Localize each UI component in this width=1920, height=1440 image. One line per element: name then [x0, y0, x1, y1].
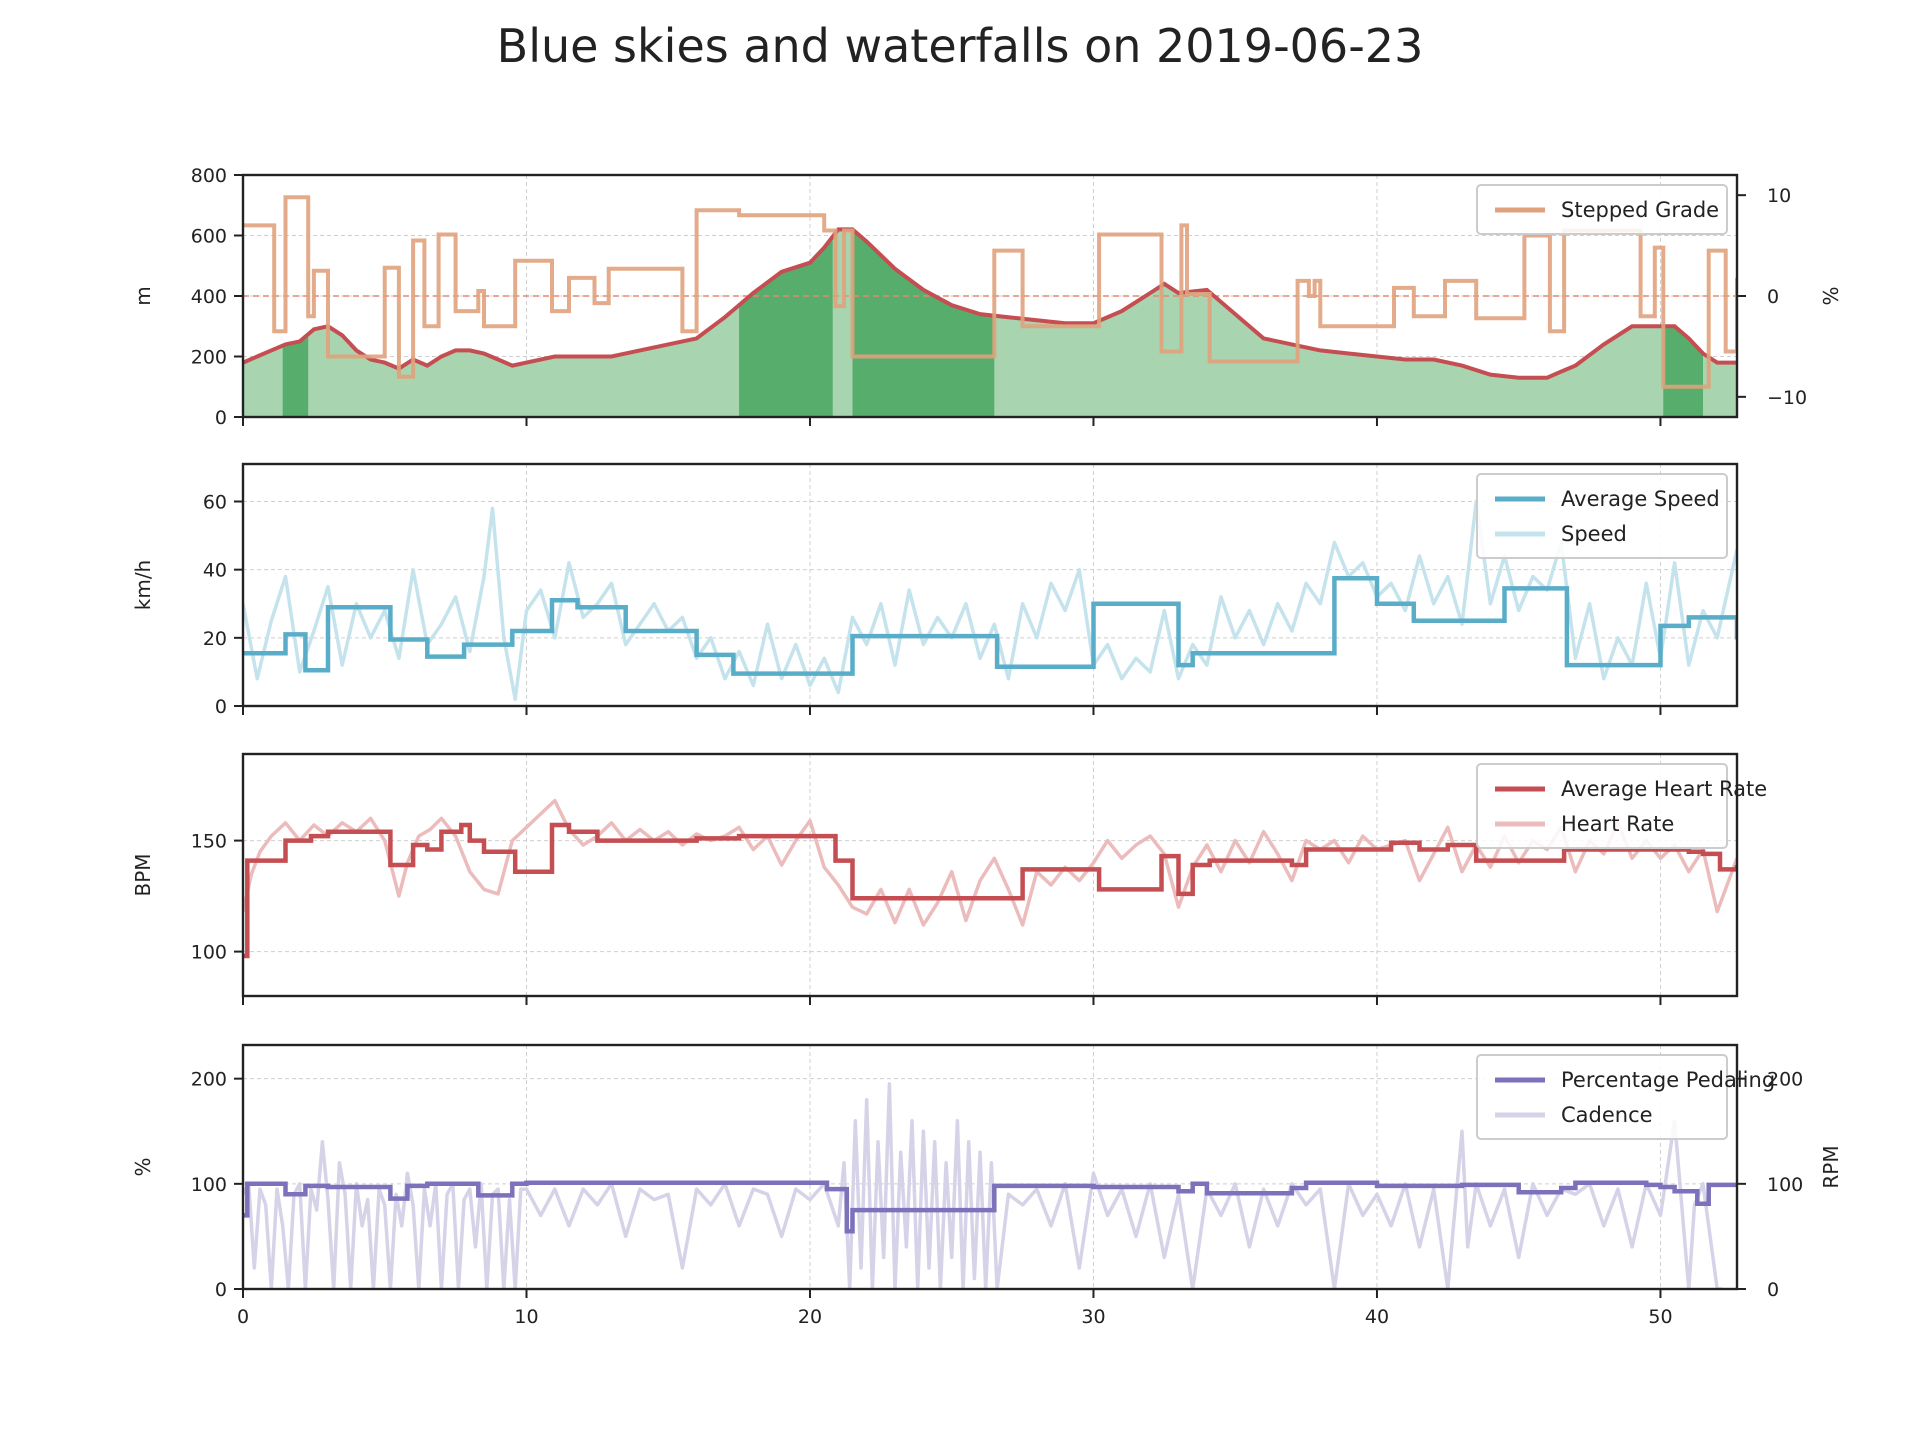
- y-tick-label: 0: [215, 696, 227, 718]
- y-tick-label: 40: [203, 560, 227, 582]
- stepped-grade-line: [243, 195, 1737, 389]
- average-heart-rate-line: [243, 822, 1737, 959]
- y-tick-label: 0: [215, 407, 227, 429]
- x-tick-label: 30: [1081, 1306, 1105, 1328]
- y2-tick-label: 200: [1767, 1069, 1803, 1091]
- legend-box: [1476, 763, 1728, 849]
- y-tick-label: 200: [191, 347, 227, 369]
- plot-frame: [241, 462, 1739, 708]
- legend-box: [1476, 1054, 1728, 1140]
- cadence-line: [243, 1082, 1723, 1289]
- y2-tick-label: 0: [1767, 286, 1779, 308]
- y-tick-label: 100: [191, 1174, 227, 1196]
- percentage-pedaling-line: [243, 1180, 1737, 1234]
- plot-frame: [241, 752, 1739, 998]
- legend-label: Heart Rate: [1561, 812, 1674, 836]
- legend-label: Percentage Pedaling: [1561, 1068, 1775, 1092]
- y-tick-label: 400: [191, 286, 227, 308]
- cadence-plot-body: [243, 1082, 1737, 1289]
- panel-heart-rate: 100 150 BPM Average Heart Rate Heart Rate: [131, 752, 1767, 1005]
- y-axis-label: km/h: [131, 560, 155, 610]
- y2-tick-label: 100: [1767, 1174, 1803, 1196]
- y-tick-label: 0: [215, 1279, 227, 1301]
- elevation-line: [243, 227, 1737, 380]
- y-tick-label: 60: [203, 491, 227, 513]
- legend-box: [1476, 184, 1728, 235]
- y2-axis-label: RPM: [1819, 1145, 1843, 1188]
- plot-frame: [241, 1043, 1739, 1291]
- chart-title: Blue skies and waterfalls on 2019-06-23: [497, 19, 1424, 73]
- y-axis-label: %: [131, 1157, 155, 1176]
- steep-section-area: [852, 229, 995, 417]
- legend-label: Speed: [1561, 522, 1627, 546]
- y-tick-label: 150: [191, 831, 227, 853]
- y-tick-label: 200: [191, 1069, 227, 1091]
- heart-rate-plot-body: [243, 798, 1737, 959]
- y-axis-label: BPM: [131, 853, 155, 896]
- y-tick-label: 600: [191, 226, 227, 248]
- panel-speed: 0 20 40 60 km/h Average Speed Speed: [131, 462, 1739, 718]
- steep-section-area: [739, 236, 833, 417]
- x-tick-label: 10: [514, 1306, 538, 1328]
- x-tick-label: 0: [237, 1306, 249, 1328]
- y2-tick-label: −10: [1767, 387, 1807, 409]
- y2-tick-label: 0: [1767, 1279, 1779, 1301]
- x-tick-label: 50: [1648, 1306, 1672, 1328]
- y-tick-label: 800: [191, 165, 227, 187]
- average-speed-line: [243, 575, 1737, 676]
- elevation-plot-body: [243, 195, 1737, 417]
- steep-section-area: [1663, 326, 1703, 417]
- y-axis-label: m: [131, 286, 155, 305]
- y-tick-label: 20: [203, 628, 227, 650]
- y-tick-label: 100: [191, 942, 227, 964]
- panel-elevation: 0 200 400 600 800 m 10 0 −10% Stepped Grade: [131, 165, 1843, 429]
- x-tick-label: 40: [1365, 1306, 1389, 1328]
- y2-axis-label: %: [1819, 286, 1843, 305]
- panel-cadence: 0 10 20 30 40 50 0 100 200% 0 100 200 RPM Percentage …: [131, 1043, 1843, 1328]
- x-tick-label: 20: [798, 1306, 822, 1328]
- legend-label: Stepped Grade: [1561, 198, 1719, 222]
- legend-label: Cadence: [1561, 1103, 1653, 1127]
- y2-tick-label: 10: [1767, 185, 1791, 207]
- legend-label: Average Speed: [1561, 487, 1720, 511]
- steep-section-area: [282, 334, 309, 417]
- legend-box: [1476, 473, 1728, 559]
- legend-label: Average Heart Rate: [1561, 777, 1767, 801]
